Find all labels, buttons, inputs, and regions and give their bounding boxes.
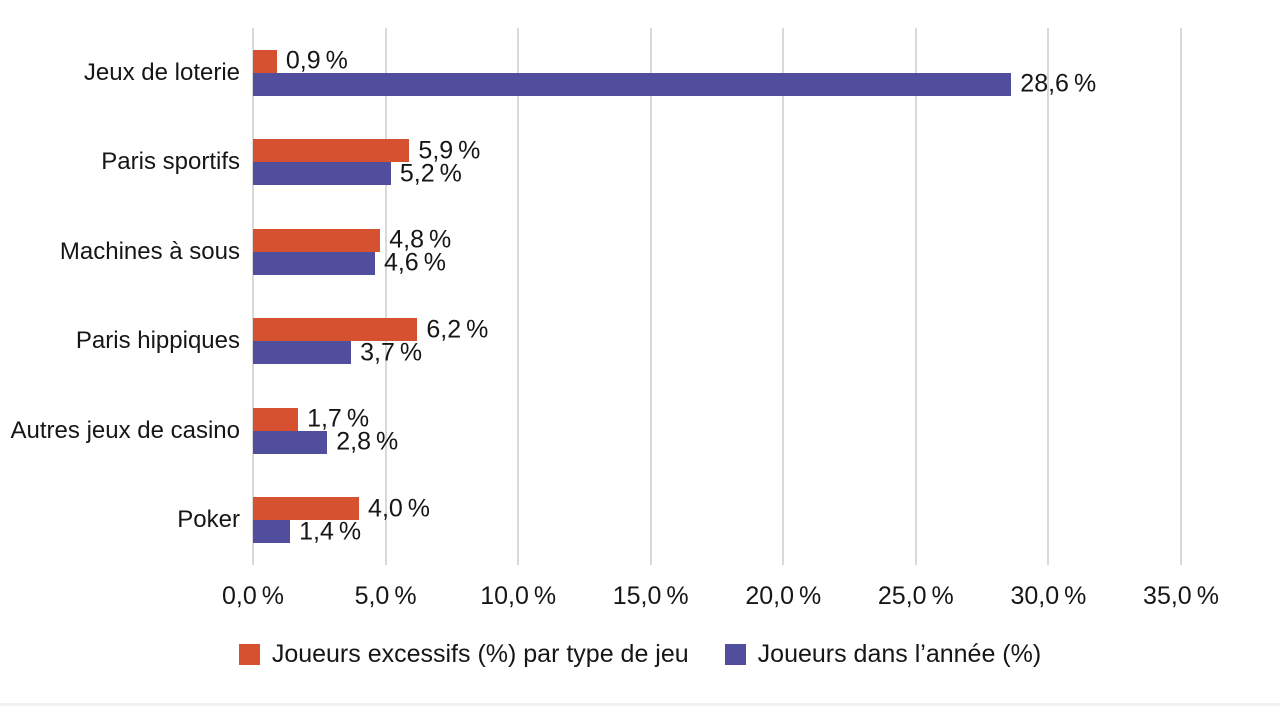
gridline: [1180, 28, 1182, 565]
x-tick-label: 20,0 %: [745, 582, 822, 610]
bar-joueurs-annee: 5,2 %: [253, 159, 462, 187]
x-tick-label: 10,0 %: [480, 582, 557, 610]
bar-pair: 4,8 % 4,6 %: [253, 226, 1181, 277]
bar-joueurs-excessifs: 6,2 %: [253, 315, 488, 343]
legend-item: Joueurs dans l’année (%): [724, 640, 1042, 669]
bar-pair: 6,2 % 3,7 %: [253, 315, 1181, 366]
value-label: 6,2 %: [426, 315, 489, 344]
value-label: 4,0 %: [368, 494, 431, 523]
value-label: 5,2 %: [399, 159, 462, 188]
value-label: 3,7 %: [360, 338, 423, 367]
x-axis: 0,0 % 5,0 % 10,0 % 15,0 % 20,0 % 25,0 % 30,0 %…: [222, 582, 1219, 616]
x-tick-label: 0,0 %: [222, 582, 284, 610]
category-label: Autres jeux de casino: [10, 416, 240, 444]
plot-area: Jeux de loterie 0,9 % 28,6 % Paris sportifs…: [11, 28, 1182, 566]
bar-pair: 0,9 % 28,6 %: [253, 47, 1181, 98]
value-label: 28,6 %: [1020, 69, 1097, 98]
bar-joueurs-annee: 4,6 %: [253, 249, 446, 277]
x-tick-label: 30,0 %: [1010, 582, 1087, 610]
bar-joueurs-excessifs: 4,8 %: [253, 226, 451, 254]
category-row: Paris hippiques 6,2 % 3,7 %: [76, 297, 1181, 387]
value-label: 4,8 %: [389, 225, 452, 254]
value-label: 0,9 %: [285, 46, 348, 75]
gridline: [1047, 28, 1050, 565]
gridline: [782, 28, 785, 565]
category-row: Poker 4,0 % 1,4 %: [177, 476, 1181, 566]
bottom-divider: [0, 703, 1280, 706]
category-label: Paris sportifs: [101, 148, 240, 176]
bar-joueurs-excessifs: 0,9 %: [253, 47, 348, 75]
value-label: 2,8 %: [336, 427, 399, 456]
x-tick-label: 5,0 %: [354, 582, 417, 610]
value-label: 4,6 %: [383, 248, 446, 277]
bar-joueurs-annee: 1,4 %: [253, 517, 361, 545]
gridline: [517, 28, 520, 565]
category-row: Jeux de loterie 0,9 % 28,6 %: [84, 28, 1181, 118]
value-label: 1,4 %: [299, 517, 362, 546]
legend-swatch: [238, 644, 260, 665]
gridline: [384, 28, 387, 565]
gridline: [252, 28, 254, 565]
category-row: Autres jeux de casino 1,7 % 2,8 %: [11, 386, 1181, 476]
bar-pair: 5,9 % 5,2 %: [253, 136, 1181, 187]
bar-joueurs-annee: 28,6 %: [253, 70, 1096, 98]
category-row: Paris sportifs 5,9 % 5,2 %: [101, 118, 1181, 208]
category-row: Machines à sous 4,8 % 4,6 %: [60, 207, 1181, 297]
legend-item: Joueurs excessifs (%) par type de jeu: [238, 640, 689, 669]
bar-pair: 4,0 % 1,4 %: [253, 494, 1181, 545]
bar-pair: 1,7 % 2,8 %: [253, 405, 1181, 456]
gridline: [914, 28, 917, 565]
x-tick-label: 35,0 %: [1143, 582, 1219, 610]
value-label: 1,7 %: [307, 404, 370, 433]
x-tick-label: 15,0 %: [612, 582, 689, 610]
category-label: Jeux de loterie: [83, 58, 240, 86]
x-tick-label: 25,0 %: [877, 582, 954, 610]
value-label: 5,9 %: [418, 136, 481, 165]
bar-joueurs-excessifs: 5,9 %: [253, 136, 480, 164]
bar-joueurs-annee: 3,7 %: [253, 338, 422, 366]
bar-joueurs-excessifs: 4,0 %: [253, 494, 430, 522]
legend-label: Joueurs dans l’année (%): [757, 640, 1042, 668]
bar-joueurs-annee: 2,8 %: [253, 428, 398, 456]
category-label: Machines à sous: [59, 237, 240, 265]
bar-joueurs-excessifs: 1,7 %: [253, 405, 369, 433]
gridline: [649, 28, 652, 565]
category-label: Poker: [177, 506, 240, 534]
legend: Joueurs excessifs (%) par type de jeu Jou…: [0, 640, 1280, 669]
legend-label: Joueurs excessifs (%) par type de jeu: [271, 640, 689, 668]
category-label: Paris hippiques: [75, 327, 240, 355]
legend-swatch: [724, 644, 746, 665]
